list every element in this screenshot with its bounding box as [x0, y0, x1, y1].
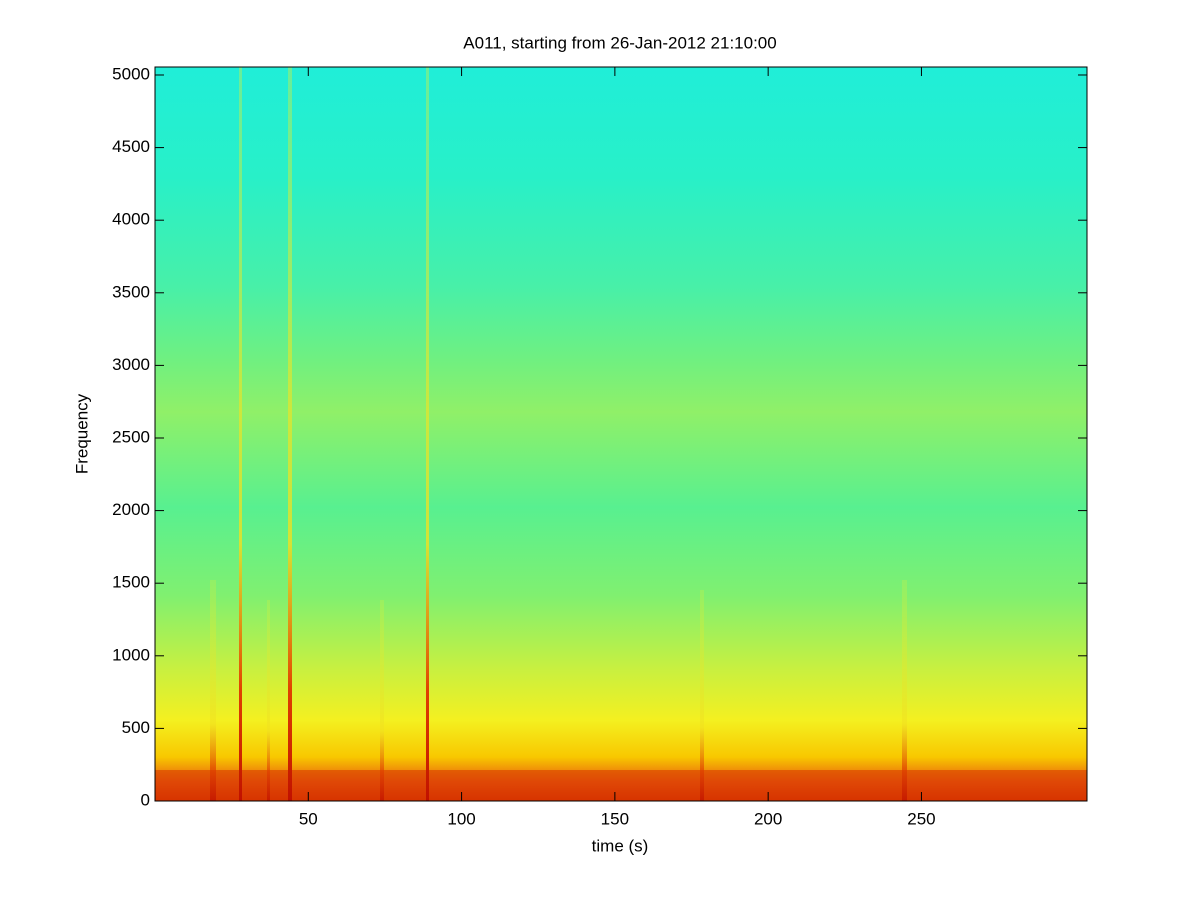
y-tick-label: 1500	[112, 573, 150, 592]
y-tick-label: 4500	[112, 137, 150, 156]
y-tick-label: 500	[122, 718, 150, 737]
chart-title: A011, starting from 26-Jan-2012 21:10:00	[463, 33, 776, 52]
x-axis-label: time (s)	[592, 836, 649, 855]
x-tick-label: 250	[907, 809, 935, 828]
plot-frame	[154, 66, 1088, 802]
y-tick-label: 2000	[112, 500, 150, 519]
y-tick-label: 3500	[112, 282, 150, 301]
x-tick-label: 100	[447, 809, 475, 828]
y-axis-label: Frequency	[72, 393, 91, 474]
x-tick-label: 200	[754, 809, 782, 828]
x-tick-label: 150	[601, 809, 629, 828]
y-tick-label: 2500	[112, 427, 150, 446]
y-tick-label: 5000	[112, 64, 150, 83]
spectrogram-image	[155, 67, 1087, 801]
y-tick-label: 3000	[112, 355, 150, 374]
y-tick-label: 4000	[112, 210, 150, 229]
y-tick-label: 1000	[112, 645, 150, 664]
x-tick-label: 50	[299, 809, 318, 828]
y-tick-label: 0	[141, 790, 150, 809]
